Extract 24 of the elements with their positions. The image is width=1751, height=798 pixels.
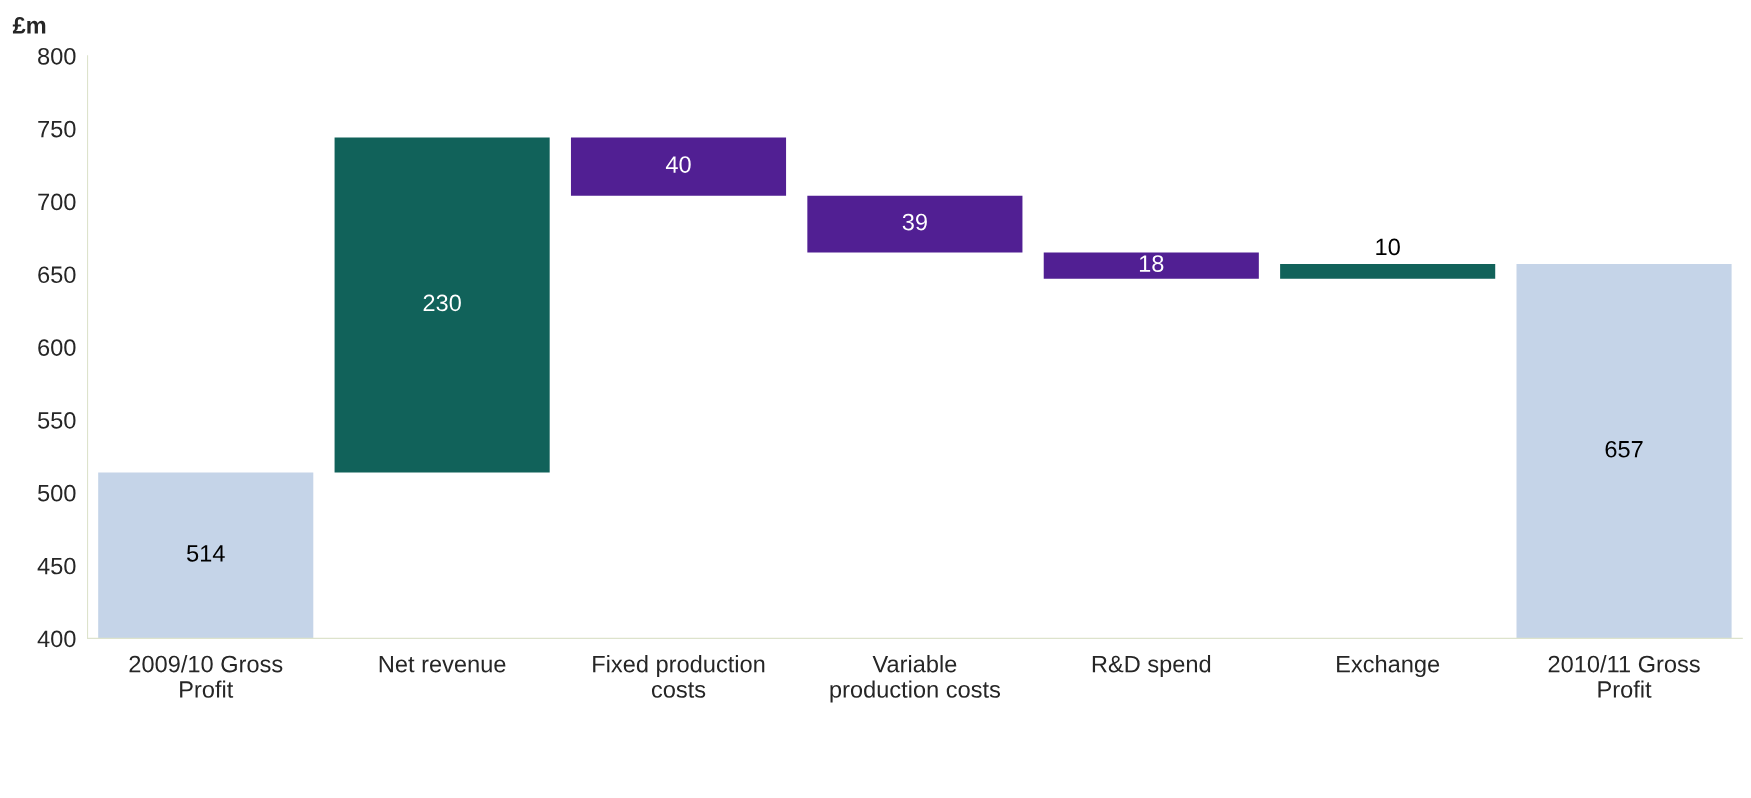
data-label: 39 — [902, 213, 927, 231]
x-tick-label: 2009/10 Gross Profit — [129, 655, 283, 698]
data-label: 230 — [423, 294, 461, 312]
y-tick-label: 400 — [37, 630, 76, 648]
y-tick-label: 450 — [37, 557, 76, 575]
data-label: 18 — [1139, 255, 1164, 272]
x-tick-label: Exchange — [1337, 655, 1440, 678]
y-tick-label: 550 — [37, 412, 76, 429]
data-label: 40 — [665, 156, 691, 173]
y-tick-label: 750 — [38, 120, 76, 138]
x-tick-label: Variable production costs — [830, 655, 1001, 703]
y-axis-title: £m — [12, 17, 46, 34]
data-label: 514 — [186, 545, 225, 562]
y-tick-label: 800 — [38, 47, 76, 65]
data-label: 657 — [1605, 440, 1643, 458]
x-tick-label: Fixed production costs — [593, 655, 765, 698]
y-tick-label: 650 — [38, 266, 76, 284]
x-tick-label: Net revenue — [379, 655, 506, 673]
y-tick-label: 600 — [38, 339, 76, 356]
x-tick-label: R&D spend — [1092, 655, 1211, 678]
y-tick-label: 500 — [37, 484, 76, 502]
x-tick-label: 2010/11 Gross Profit — [1548, 655, 1700, 698]
y-tick-label: 700 — [38, 193, 76, 211]
data-label: 10 — [1376, 238, 1400, 256]
